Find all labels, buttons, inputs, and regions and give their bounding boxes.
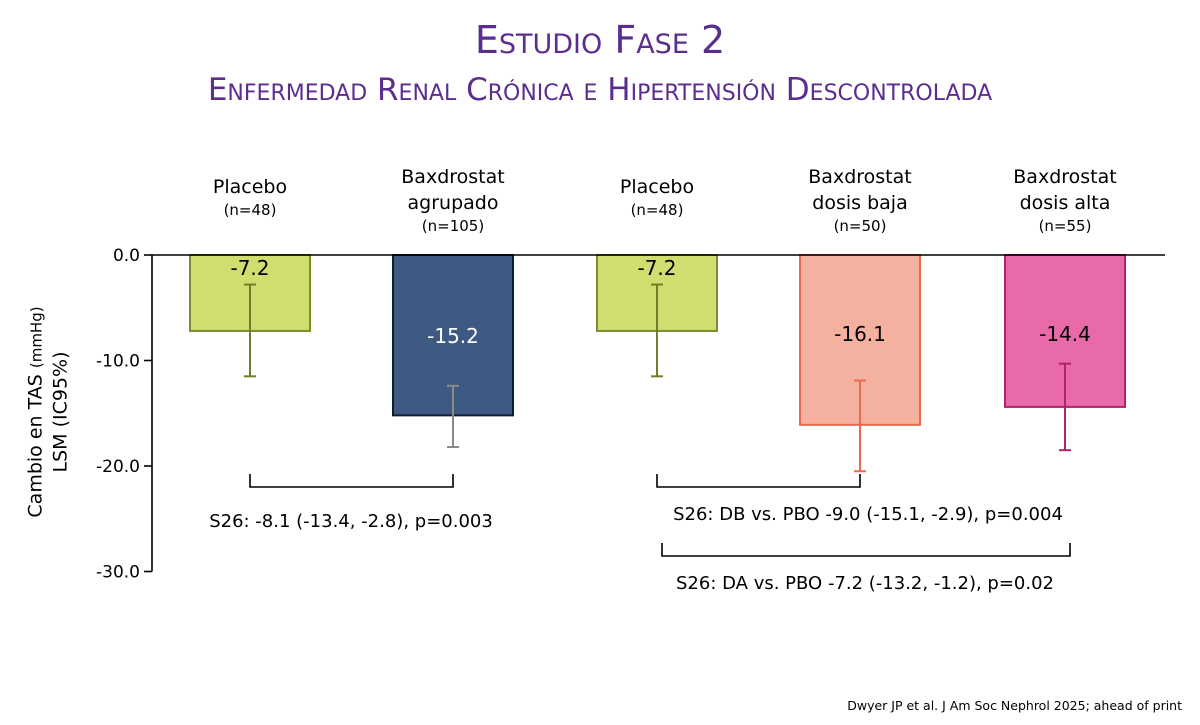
category-n-label: (n=48) — [224, 201, 277, 219]
y-tick-label: -10.0 — [96, 352, 140, 372]
comparison-bracket — [249, 474, 454, 488]
bar-value-label: -14.4 — [1039, 322, 1091, 346]
comparison-label: S26: DA vs. PBO -7.2 (-13.2, -1.2), p=0.… — [676, 573, 1054, 594]
category-n-label: (n=105) — [422, 217, 484, 235]
bar-value-label: -15.2 — [427, 324, 479, 348]
y-tick-label: -20.0 — [96, 457, 140, 477]
comparison-label: S26: -8.1 (-13.4, -2.8), p=0.003 — [209, 511, 493, 532]
bar-value-label: -7.2 — [230, 256, 269, 280]
category-label: dosis baja — [812, 192, 907, 214]
comparison-bracket — [656, 474, 861, 488]
category-n-label: (n=48) — [631, 201, 684, 219]
bar-value-label: -16.1 — [834, 322, 886, 346]
source-citation: Dwyer JP et al. J Am Soc Nephrol 2025; a… — [847, 698, 1182, 713]
category-label: Placebo — [620, 176, 694, 198]
category-label: Baxdrostat — [808, 166, 911, 188]
y-tick-label: 0.0 — [113, 246, 140, 266]
y-tick-label: -30.0 — [96, 563, 140, 583]
category-label: dosis alta — [1020, 192, 1111, 214]
category-n-label: (n=55) — [1039, 217, 1092, 235]
chart-subtitle: Enfermedad Renal Crónica e Hipertensión … — [207, 72, 993, 108]
comparison-bracket — [661, 543, 1071, 557]
comparison-label: S26: DB vs. PBO -9.0 (-15.1, -2.9), p=0.… — [673, 504, 1063, 525]
category-label: agrupado — [408, 192, 499, 214]
chart-title: Estudio Fase 2 — [474, 18, 726, 62]
category-n-label: (n=50) — [834, 217, 887, 235]
category-label: Baxdrostat — [401, 166, 504, 188]
category-label: Baxdrostat — [1013, 166, 1116, 188]
bar-value-label: -7.2 — [637, 256, 676, 280]
category-label: Placebo — [213, 176, 287, 198]
